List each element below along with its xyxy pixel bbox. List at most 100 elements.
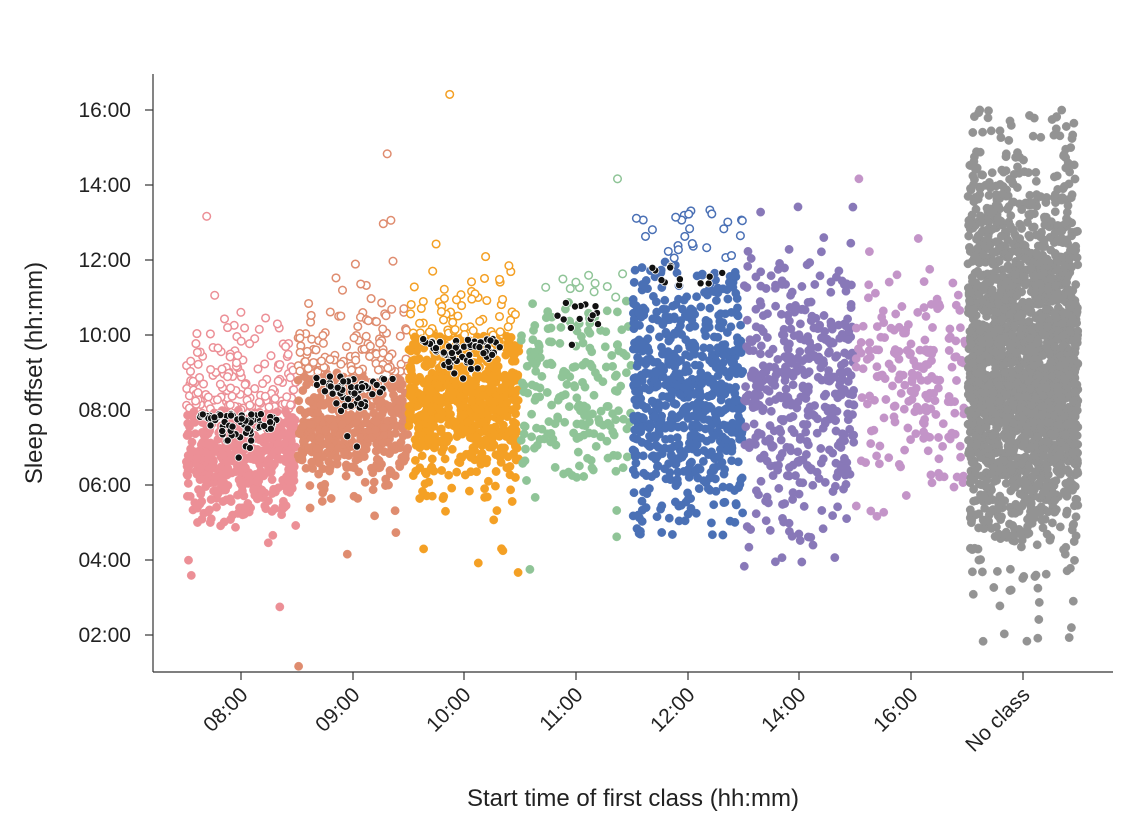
data-point <box>295 405 305 415</box>
data-point <box>796 319 805 329</box>
data-point <box>613 307 622 317</box>
data-point <box>995 601 1005 611</box>
data-point <box>260 391 270 401</box>
data-point <box>233 351 243 361</box>
data-point <box>680 367 690 377</box>
data-point <box>404 345 414 355</box>
data-point <box>583 453 592 463</box>
data-point <box>416 303 426 314</box>
data-point <box>641 503 651 512</box>
data-point <box>889 412 899 422</box>
data-point <box>241 463 250 473</box>
data-point <box>227 391 237 401</box>
data-point <box>461 427 470 437</box>
data-point <box>245 339 255 349</box>
data-point <box>560 417 570 427</box>
data-point <box>210 472 220 482</box>
data-point <box>263 538 273 548</box>
data-point <box>378 219 388 229</box>
data-point <box>388 415 398 425</box>
highlight-point <box>237 414 246 423</box>
data-point <box>758 327 768 337</box>
data-point <box>391 528 401 537</box>
data-point <box>479 273 490 283</box>
data-point <box>523 388 533 398</box>
data-point <box>784 244 794 254</box>
data-point <box>806 533 816 542</box>
data-point <box>622 368 631 378</box>
data-point <box>466 277 477 287</box>
data-point <box>451 379 461 389</box>
data-point <box>784 471 794 481</box>
data-point <box>826 287 836 297</box>
data-point <box>668 301 678 311</box>
data-point <box>233 490 242 500</box>
data-point <box>590 278 600 288</box>
data-point <box>652 368 661 378</box>
data-point <box>785 413 795 423</box>
data-point <box>277 430 287 440</box>
data-point <box>503 322 513 332</box>
data-point <box>737 216 747 226</box>
data-point <box>546 437 556 447</box>
data-point <box>825 445 834 455</box>
data-point <box>279 503 289 512</box>
data-point <box>213 343 223 353</box>
data-point <box>212 395 222 405</box>
data-point <box>743 261 753 271</box>
data-point <box>653 462 662 471</box>
data-point <box>473 558 483 568</box>
data-point <box>1050 207 1060 217</box>
data-point <box>455 458 465 468</box>
data-point <box>907 395 917 404</box>
data-point <box>371 317 382 327</box>
data-point <box>302 380 311 390</box>
data-point <box>692 292 701 302</box>
data-point <box>1033 583 1043 593</box>
data-point <box>453 428 463 438</box>
highlight-point <box>459 374 468 383</box>
data-point <box>640 231 651 241</box>
data-point <box>765 421 775 430</box>
data-point <box>707 209 717 219</box>
data-point <box>373 365 383 375</box>
data-point <box>374 444 383 454</box>
data-point <box>742 522 752 531</box>
data-point <box>851 362 861 372</box>
data-point <box>756 349 765 359</box>
data-point <box>589 390 599 400</box>
data-points-layer <box>181 89 1083 671</box>
data-point <box>740 440 750 450</box>
data-point <box>502 412 512 421</box>
data-point <box>370 425 380 435</box>
data-point <box>756 341 766 351</box>
data-point <box>198 379 209 389</box>
data-point <box>743 246 753 256</box>
data-point <box>701 331 711 341</box>
data-point <box>318 330 328 341</box>
data-point <box>709 500 719 510</box>
data-point <box>756 207 765 217</box>
data-point <box>410 435 420 444</box>
data-point <box>771 370 781 380</box>
data-point <box>223 323 233 333</box>
data-point <box>507 497 517 506</box>
data-point <box>282 486 292 496</box>
data-point <box>931 375 941 385</box>
data-point <box>580 411 589 420</box>
data-point <box>968 567 977 577</box>
data-point <box>794 529 804 539</box>
data-point <box>360 477 370 487</box>
data-point <box>947 362 957 372</box>
data-point <box>771 557 780 567</box>
data-point <box>578 377 587 387</box>
data-point <box>632 361 642 371</box>
data-point <box>518 458 528 468</box>
data-point <box>212 502 221 512</box>
data-point <box>891 309 901 319</box>
data-point <box>467 397 477 406</box>
data-point <box>588 465 598 475</box>
data-point <box>818 423 828 433</box>
data-point <box>510 309 520 319</box>
